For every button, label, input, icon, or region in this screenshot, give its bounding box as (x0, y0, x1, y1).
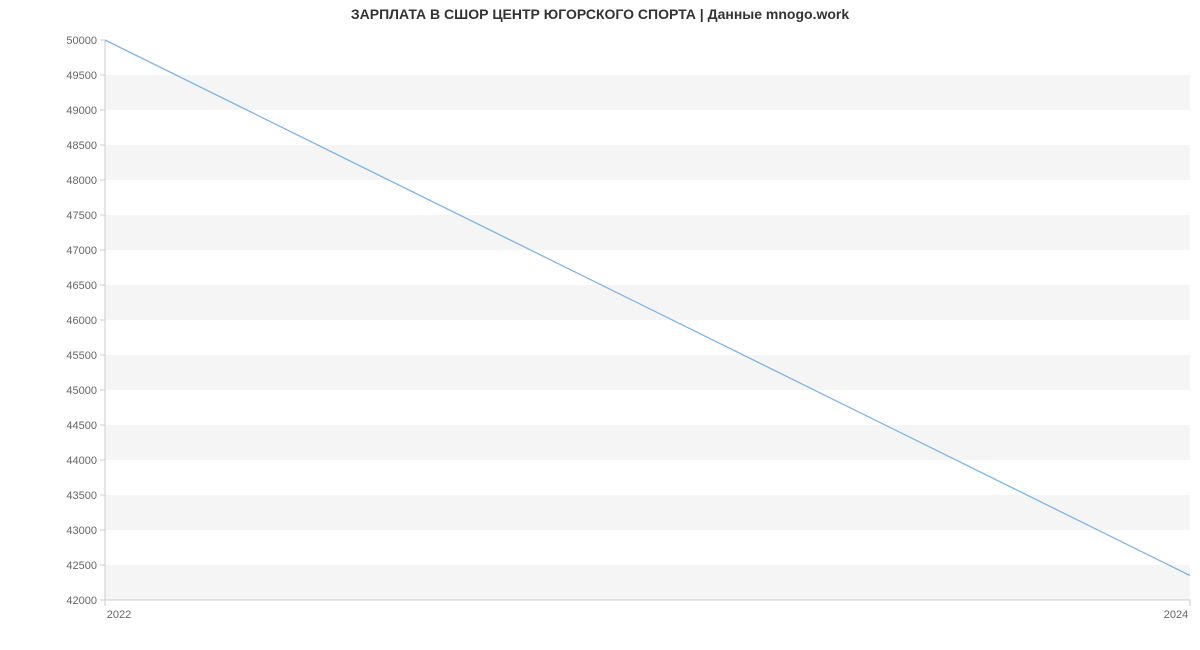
plot-band (105, 110, 1190, 145)
plot-band (105, 530, 1190, 565)
y-tick-label: 48500 (66, 140, 97, 152)
plot-band (105, 285, 1190, 320)
plot-band (105, 180, 1190, 215)
y-tick-label: 47500 (66, 210, 97, 222)
y-tick-label: 45000 (66, 385, 97, 397)
y-tick-label: 43000 (66, 525, 97, 537)
plot-band (105, 565, 1190, 600)
plot-band (105, 495, 1190, 530)
y-tick-label: 48000 (66, 175, 97, 187)
y-tick-label: 44000 (66, 455, 97, 467)
y-tick-label: 46000 (66, 315, 97, 327)
y-tick-label: 42500 (66, 560, 97, 572)
y-tick-label: 46500 (66, 280, 97, 292)
y-tick-label: 49500 (66, 70, 97, 82)
x-tick-label: 2024 (1164, 609, 1188, 621)
chart-svg: 42000 42500 43000 43500 44000 44500 45000 45500… (0, 0, 1200, 650)
plot-band (105, 75, 1190, 110)
plot-band (105, 425, 1190, 460)
y-tick-label: 42000 (66, 595, 97, 607)
chart-title: ЗАРПЛАТА В СШОР ЦЕНТР ЮГОРСКОГО СПОРТА |… (0, 6, 1200, 22)
y-tick-label: 44500 (66, 420, 97, 432)
y-tick-label: 47000 (66, 245, 97, 257)
y-tick-label: 50000 (66, 35, 97, 47)
y-tick-label: 49000 (66, 105, 97, 117)
plot-band (105, 215, 1190, 250)
plot-band (105, 390, 1190, 425)
plot-band (105, 40, 1190, 75)
plot-band (105, 355, 1190, 390)
plot-band (105, 250, 1190, 285)
plot-band (105, 145, 1190, 180)
plot-band (105, 460, 1190, 495)
plot-band (105, 320, 1190, 355)
salary-chart: ЗАРПЛАТА В СШОР ЦЕНТР ЮГОРСКОГО СПОРТА |… (0, 0, 1200, 650)
x-tick-label: 2022 (107, 609, 131, 621)
y-tick-label: 45500 (66, 350, 97, 362)
y-tick-label: 43500 (66, 490, 97, 502)
